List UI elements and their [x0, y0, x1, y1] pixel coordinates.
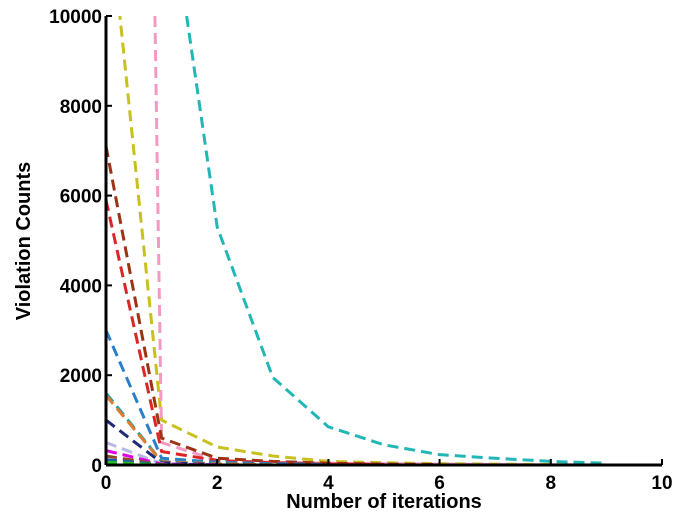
series-line-7: [106, 392, 273, 466]
x-tick-label: 0: [101, 473, 112, 494]
y-tick-label: 8000: [60, 97, 102, 118]
x-tick-label: 8: [546, 473, 557, 494]
series-line-1: [118, 16, 607, 466]
x-axis-title: Number of iterations: [286, 491, 482, 513]
y-tick-label: 10000: [49, 7, 102, 28]
y-tick-label: 2000: [60, 366, 102, 387]
y-tick-label: 4000: [60, 276, 102, 297]
x-tick-label: 10: [651, 473, 672, 494]
series-group: [106, 16, 607, 466]
x-tick-label: 4: [323, 473, 334, 494]
y-tick-label: 6000: [60, 187, 102, 208]
series-line-3: [185, 16, 607, 465]
y-tick-label: 0: [91, 456, 102, 477]
x-tick-label: 6: [434, 473, 445, 494]
series-line-8: [106, 394, 273, 466]
y-axis-title: Violation Counts: [13, 162, 35, 321]
axes: 0 2 4 6 8 10 0 2000 4000 6000 8000 10000: [49, 7, 672, 494]
series-line-4: [106, 145, 440, 466]
series-line-12: [106, 454, 162, 466]
x-tick-label: 2: [212, 473, 223, 494]
